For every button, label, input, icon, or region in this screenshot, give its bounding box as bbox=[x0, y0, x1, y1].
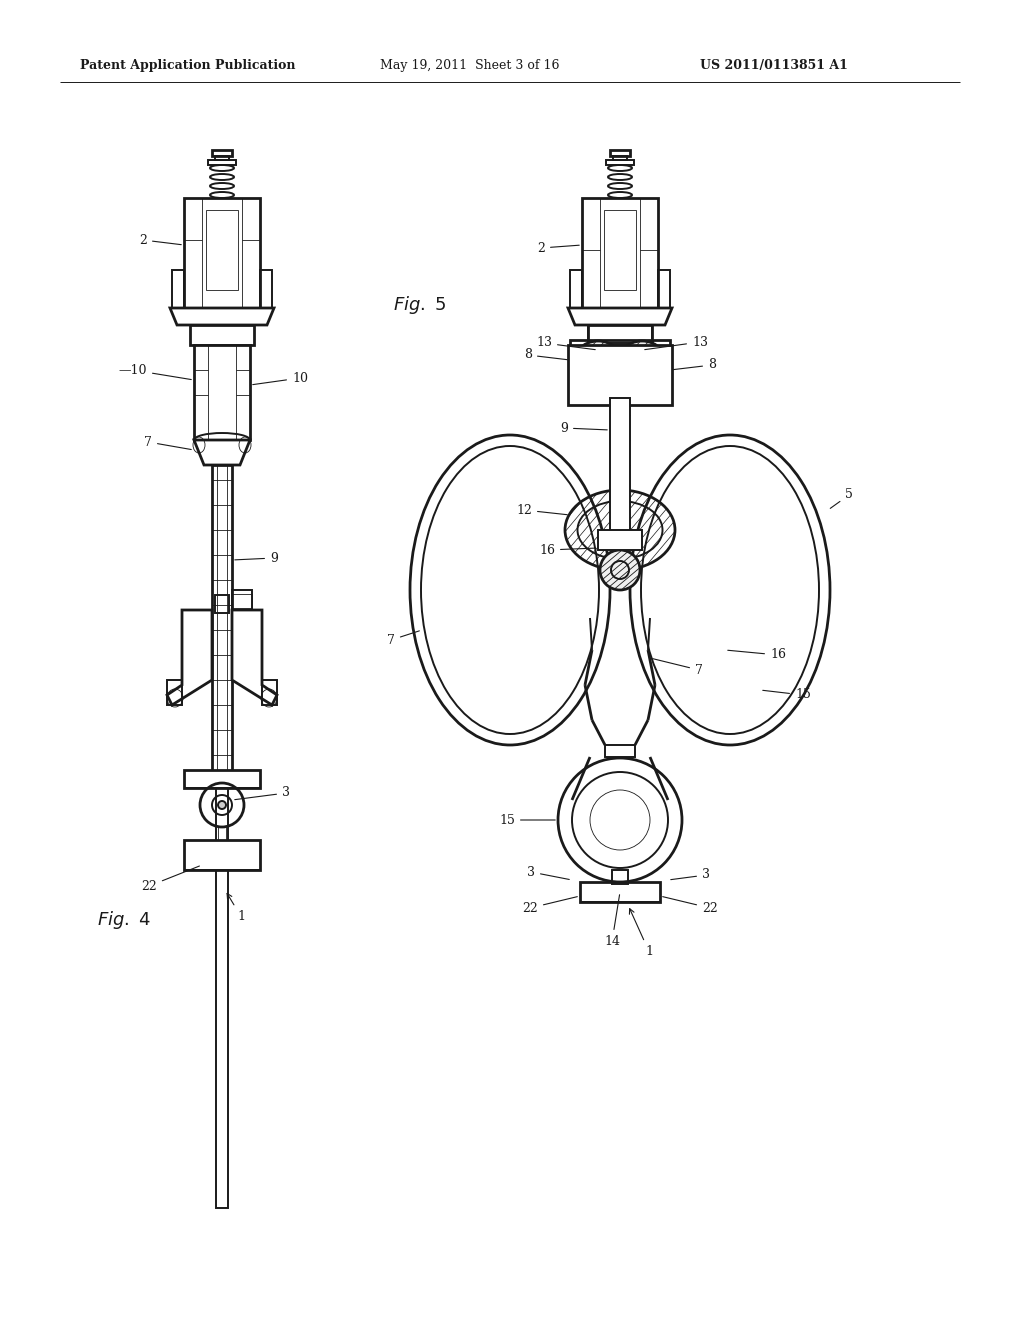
Text: 2: 2 bbox=[538, 242, 580, 255]
Text: 22: 22 bbox=[141, 866, 200, 892]
Bar bbox=[215, 156, 229, 160]
Bar bbox=[212, 465, 232, 775]
Text: US 2011/0113851 A1: US 2011/0113851 A1 bbox=[700, 58, 848, 71]
Text: 16: 16 bbox=[539, 544, 595, 557]
Bar bbox=[212, 150, 232, 156]
Bar bbox=[184, 770, 260, 788]
Circle shape bbox=[615, 341, 669, 395]
Text: 13: 13 bbox=[536, 337, 595, 350]
Bar bbox=[610, 150, 630, 156]
Bar bbox=[232, 590, 252, 612]
Bar bbox=[612, 870, 628, 884]
Bar bbox=[215, 595, 229, 612]
Text: 22: 22 bbox=[522, 896, 578, 915]
Bar bbox=[217, 465, 227, 775]
Bar bbox=[208, 345, 236, 440]
Bar bbox=[216, 788, 228, 1208]
Bar bbox=[194, 345, 250, 440]
Text: 9: 9 bbox=[560, 421, 607, 434]
Circle shape bbox=[218, 801, 226, 809]
Text: 13: 13 bbox=[645, 335, 708, 350]
Bar bbox=[588, 325, 652, 343]
Text: 2: 2 bbox=[139, 234, 181, 247]
Text: 7: 7 bbox=[652, 659, 702, 676]
Bar bbox=[568, 345, 672, 405]
Bar bbox=[606, 160, 634, 165]
Circle shape bbox=[600, 550, 640, 590]
Text: 3: 3 bbox=[671, 869, 710, 882]
Polygon shape bbox=[170, 308, 274, 325]
Text: 7: 7 bbox=[387, 631, 420, 647]
Text: 1: 1 bbox=[630, 908, 653, 958]
Bar bbox=[232, 594, 252, 609]
Text: 5: 5 bbox=[830, 488, 853, 508]
Text: 8: 8 bbox=[673, 359, 716, 371]
Text: 15: 15 bbox=[763, 689, 811, 701]
Polygon shape bbox=[167, 610, 212, 705]
Polygon shape bbox=[232, 610, 278, 705]
Text: 14: 14 bbox=[604, 895, 620, 948]
Bar bbox=[172, 271, 184, 310]
Bar bbox=[582, 198, 658, 308]
Text: May 19, 2011  Sheet 3 of 16: May 19, 2011 Sheet 3 of 16 bbox=[380, 58, 559, 71]
Text: 10: 10 bbox=[253, 371, 308, 384]
Bar bbox=[570, 341, 670, 399]
Text: 3: 3 bbox=[234, 787, 290, 800]
Bar bbox=[658, 271, 670, 310]
Text: 1: 1 bbox=[227, 894, 245, 923]
Polygon shape bbox=[194, 440, 250, 465]
Bar bbox=[218, 828, 226, 847]
Bar bbox=[190, 325, 254, 345]
Circle shape bbox=[571, 341, 625, 395]
Bar bbox=[580, 882, 660, 902]
Text: 15: 15 bbox=[499, 813, 555, 826]
Text: 3: 3 bbox=[527, 866, 569, 879]
Text: 8: 8 bbox=[524, 348, 567, 362]
Text: $\it{Fig.\ 5}$: $\it{Fig.\ 5}$ bbox=[393, 294, 446, 315]
Bar bbox=[605, 744, 635, 756]
Bar bbox=[260, 271, 272, 310]
Text: 22: 22 bbox=[663, 896, 718, 915]
Bar bbox=[206, 210, 238, 290]
Text: $\it{Fig.\ 4}$: $\it{Fig.\ 4}$ bbox=[97, 909, 152, 931]
Bar bbox=[598, 531, 642, 550]
Text: 12: 12 bbox=[516, 503, 567, 516]
Bar bbox=[184, 840, 260, 870]
Text: 7: 7 bbox=[144, 436, 191, 450]
Bar bbox=[570, 271, 582, 310]
Bar bbox=[184, 198, 260, 308]
Text: —10: —10 bbox=[119, 363, 191, 380]
Bar bbox=[613, 156, 627, 160]
Bar bbox=[588, 325, 652, 345]
Polygon shape bbox=[568, 308, 672, 325]
Bar bbox=[604, 210, 636, 290]
Bar bbox=[610, 399, 630, 533]
Text: 9: 9 bbox=[234, 552, 278, 565]
Bar bbox=[208, 160, 236, 165]
Text: 16: 16 bbox=[728, 648, 786, 661]
Text: Patent Application Publication: Patent Application Publication bbox=[80, 58, 296, 71]
